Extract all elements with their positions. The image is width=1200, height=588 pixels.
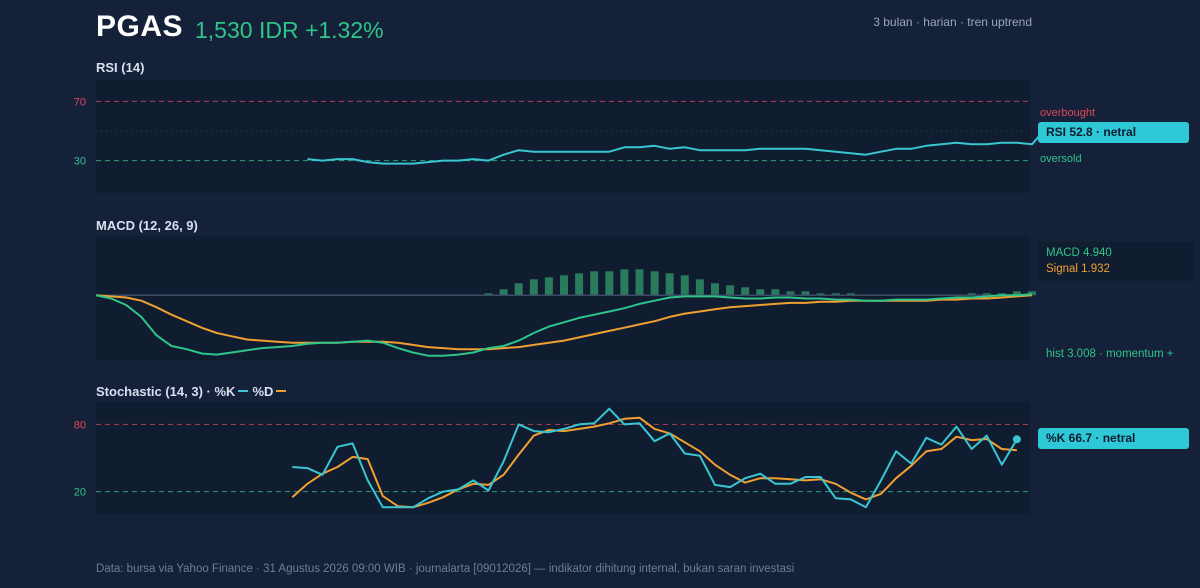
histogram-value-label: hist 3.008 · momentum + [1046, 348, 1174, 360]
macd-histogram-bar [756, 289, 765, 296]
stoch-value-badge: %K 66.7 · netral [1038, 428, 1189, 449]
macd-chart [95, 269, 1036, 357]
macd-histogram-bar [514, 283, 523, 296]
macd-histogram-bar [1012, 291, 1021, 296]
macd-panel-title: MACD (12, 26, 9) [96, 218, 198, 233]
macd-histogram-bar [741, 287, 750, 296]
stoch-title-text: Stochastic (14, 3) · %K [96, 384, 236, 399]
macd-histogram-bar [801, 291, 810, 296]
macd-histogram-bar [816, 293, 825, 296]
rsi-tick-label: 70 [74, 96, 86, 108]
d-legend-swatch [276, 390, 287, 393]
macd-histogram-bar [771, 289, 780, 296]
stoch-tick-label: 20 [74, 487, 86, 499]
k-legend-swatch [238, 390, 249, 393]
rsi-plot-area [96, 80, 1030, 193]
rsi-value-badge: RSI 52.8 · netral [1038, 122, 1189, 143]
macd-histogram-bar [982, 293, 991, 296]
macd-histogram-bar [560, 275, 568, 296]
macd-histogram-bar [846, 293, 855, 296]
macd-histogram-bar [575, 273, 584, 296]
timeframe-meta: 3 bulan · harian · tren uptrend [873, 15, 1032, 29]
stoch-panel-title: Stochastic (14, 3) · %K %D [96, 384, 290, 399]
macd-histogram-bar [680, 275, 689, 296]
macd-histogram-bar [529, 279, 538, 296]
macd-histogram-bar [590, 271, 599, 296]
macd-histogram-bar [499, 289, 508, 296]
macd-histogram-bar [831, 293, 840, 296]
footer-source-note: Data: bursa via Yahoo Finance · 31 Agust… [96, 563, 795, 575]
stoch-k-line [292, 407, 1018, 509]
macd-histogram-bar [1028, 291, 1036, 296]
macd-histogram-bar [665, 273, 674, 296]
stoch-last-point [1012, 435, 1021, 444]
stoch-tick-label: 80 [74, 419, 86, 431]
macd-histogram-bar [786, 291, 795, 296]
rsi-line [307, 126, 1048, 165]
rsi-tick-label: 30 [74, 156, 86, 168]
overbought-label: overbought [1040, 107, 1096, 119]
macd-value-label: MACD 4.940 [1046, 247, 1112, 259]
macd-line [95, 293, 1033, 357]
macd-histogram-bar [620, 269, 629, 296]
d-legend-label: %D [252, 384, 274, 399]
ticker-symbol: PGAS [96, 10, 184, 43]
macd-histogram-bar [605, 271, 614, 296]
macd-histogram-bar [710, 283, 719, 296]
stoch-plot-area [96, 402, 1030, 514]
price-change: 1,530 IDR +1.32% [195, 17, 384, 43]
macd-histogram-bar [695, 279, 704, 296]
stoch-chart: 80 20 [74, 407, 1030, 509]
macd-histogram-bar [650, 271, 659, 296]
signal-value-label: Signal 1.932 [1046, 263, 1110, 275]
oversold-label: oversold [1040, 153, 1082, 165]
macd-legend-box: MACD 4.940 Signal 1.932 [1038, 242, 1194, 281]
rsi-panel-title: RSI (14) [96, 60, 145, 75]
macd-histogram-bar [635, 269, 644, 296]
macd-histogram-bar [726, 285, 735, 296]
macd-histogram-bar [544, 277, 553, 296]
macd-histogram-bar [484, 293, 493, 296]
macd-histogram-bar [967, 293, 976, 296]
